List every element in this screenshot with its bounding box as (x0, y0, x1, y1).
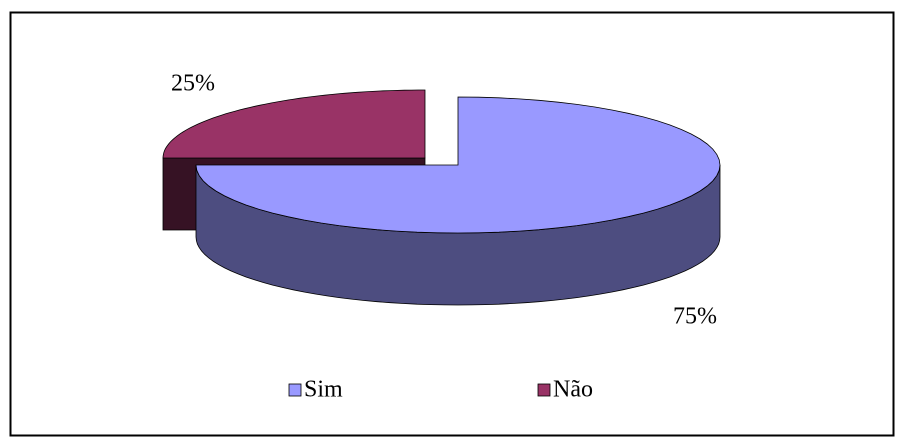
legend-label: Não (553, 377, 593, 403)
data-label: 25% (171, 71, 215, 97)
legend-swatch (537, 383, 551, 397)
slice (195, 96, 721, 234)
legend-label: Sim (304, 377, 343, 403)
legend-swatch (288, 383, 302, 397)
slice (162, 89, 426, 159)
data-label: 75% (673, 304, 717, 330)
